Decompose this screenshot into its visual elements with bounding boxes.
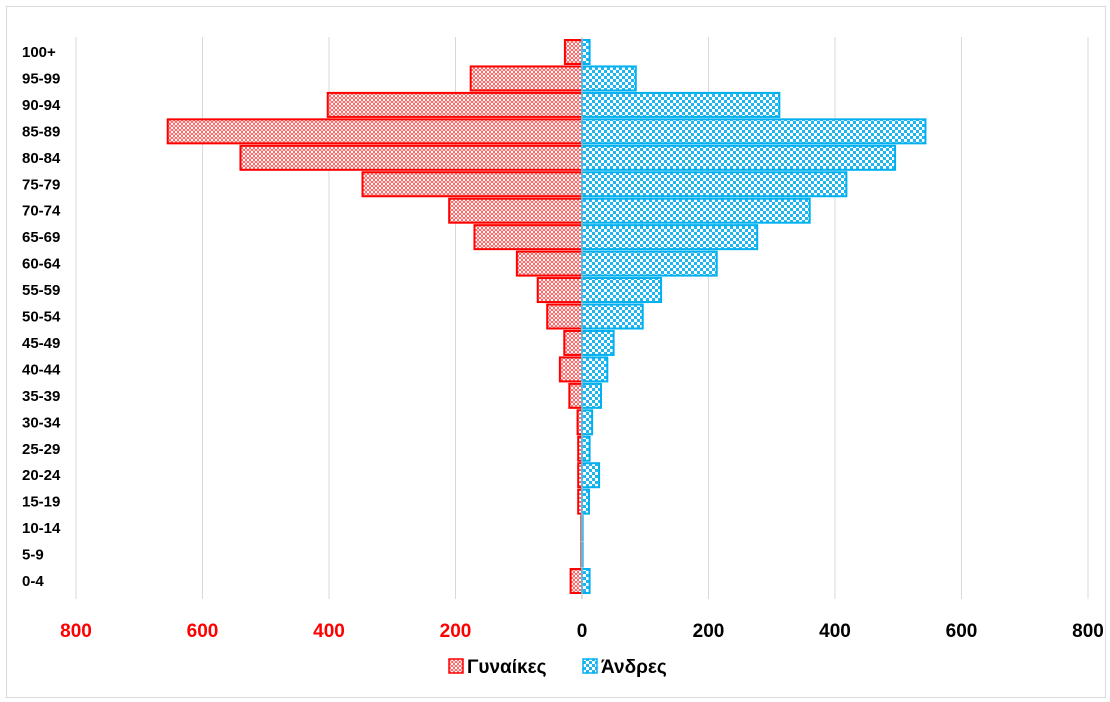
category-label: 75-79 xyxy=(22,176,60,193)
legend-label: Άνδρες xyxy=(601,657,667,678)
population-pyramid-chart: 0-4 5-9 10-14 15-19 20-24 25-29 30-34 35-39 40-4… xyxy=(22,37,1104,678)
bar-Γυναίκες-60-64 xyxy=(515,250,584,277)
category-label: 20-24 xyxy=(22,467,61,484)
category-label: 65-69 xyxy=(22,229,60,246)
bar-Γυναίκες-90-94 xyxy=(326,91,583,118)
bar-Άνδρες-45-49 xyxy=(581,329,615,356)
bar-Άνδρες-35-39 xyxy=(581,382,602,409)
category-label: 85-89 xyxy=(22,123,60,140)
bars xyxy=(166,39,927,594)
bar-Γυναίκες-55-59 xyxy=(536,277,583,304)
legend: Γυναίκες Άνδρες xyxy=(448,657,667,678)
x-tick-label: 600 xyxy=(187,621,219,642)
bar-Γυναίκες-75-79 xyxy=(361,171,583,198)
category-label: 60-64 xyxy=(22,256,61,273)
bar-Άνδρες-40-44 xyxy=(581,356,609,383)
category-label: 0-4 xyxy=(22,573,44,590)
category-label: 55-59 xyxy=(22,282,60,299)
legend-label: Γυναίκες xyxy=(467,657,547,678)
bar-Άνδρες-60-64 xyxy=(581,250,718,277)
legend-swatch-Γυναίκες xyxy=(448,658,464,674)
bar-Άνδρες-85-89 xyxy=(581,118,927,145)
bar-Γυναίκες-100+ xyxy=(563,39,583,65)
bar-Γυναίκες-40-44 xyxy=(558,356,583,383)
bar-Άνδρες-70-74 xyxy=(581,197,811,224)
bar-Άνδρες-15-19 xyxy=(581,488,590,515)
bar-Γυναίκες-70-74 xyxy=(448,197,583,224)
bar-Άνδρες-80-84 xyxy=(581,144,897,171)
x-tick-label: 800 xyxy=(60,621,92,642)
category-label: 70-74 xyxy=(22,203,61,220)
category-labels: 0-4 5-9 10-14 15-19 20-24 25-29 30-34 35-39 40-4… xyxy=(22,44,61,590)
category-label: 100+ xyxy=(22,44,56,61)
bar-Γυναίκες-65-69 xyxy=(473,224,584,251)
bar-Άνδρες-25-29 xyxy=(581,435,591,462)
category-label: 45-49 xyxy=(22,335,60,352)
bar-Άνδρες-55-59 xyxy=(581,277,663,304)
category-label: 90-94 xyxy=(22,97,61,114)
bar-Άνδρες-100+ xyxy=(581,39,591,65)
category-label: 80-84 xyxy=(22,150,61,167)
category-label: 40-44 xyxy=(22,361,61,378)
bar-Άνδρες-30-34 xyxy=(581,409,594,436)
bar-Γυναίκες-50-54 xyxy=(546,303,584,330)
category-label: 95-99 xyxy=(22,70,60,87)
bar-Άνδρες-90-94 xyxy=(581,91,781,118)
legend-swatch-Άνδρες xyxy=(582,658,598,674)
bar-Άνδρες-20-24 xyxy=(581,462,601,489)
category-label: 35-39 xyxy=(22,388,60,405)
bar-Γυναίκες-0-4 xyxy=(569,568,583,594)
category-label: 5-9 xyxy=(22,547,44,564)
x-tick-label: 600 xyxy=(946,621,978,642)
x-tick-label: 200 xyxy=(693,621,725,642)
category-label: 10-14 xyxy=(22,520,61,537)
bar-Άνδρες-50-54 xyxy=(581,303,644,330)
bar-Γυναίκες-80-84 xyxy=(239,144,583,171)
x-tick-labels: 800 600 400 200 0 200 400 600 800 xyxy=(60,621,1104,642)
bar-Άνδρες-65-69 xyxy=(581,224,759,251)
bar-Άνδρες-95-99 xyxy=(581,65,637,92)
x-tick-label: 400 xyxy=(313,621,345,642)
chart-frame: 0-4 5-9 10-14 15-19 20-24 25-29 30-34 35-39 40-4… xyxy=(6,6,1106,698)
category-label: 50-54 xyxy=(22,309,61,326)
bar-Γυναίκες-85-89 xyxy=(166,118,583,145)
bar-Γυναίκες-35-39 xyxy=(568,382,583,409)
bar-Άνδρες-75-79 xyxy=(581,171,848,198)
x-tick-label: 0 xyxy=(577,621,588,642)
x-tick-label: 200 xyxy=(440,621,472,642)
category-label: 15-19 xyxy=(22,494,60,511)
category-label: 25-29 xyxy=(22,441,60,458)
category-label: 30-34 xyxy=(22,414,61,431)
x-tick-label: 400 xyxy=(819,621,851,642)
bar-Γυναίκες-45-49 xyxy=(563,329,583,356)
x-tick-label: 800 xyxy=(1072,621,1104,642)
bar-Άνδρες-0-4 xyxy=(581,568,591,594)
bar-Γυναίκες-95-99 xyxy=(469,65,583,92)
